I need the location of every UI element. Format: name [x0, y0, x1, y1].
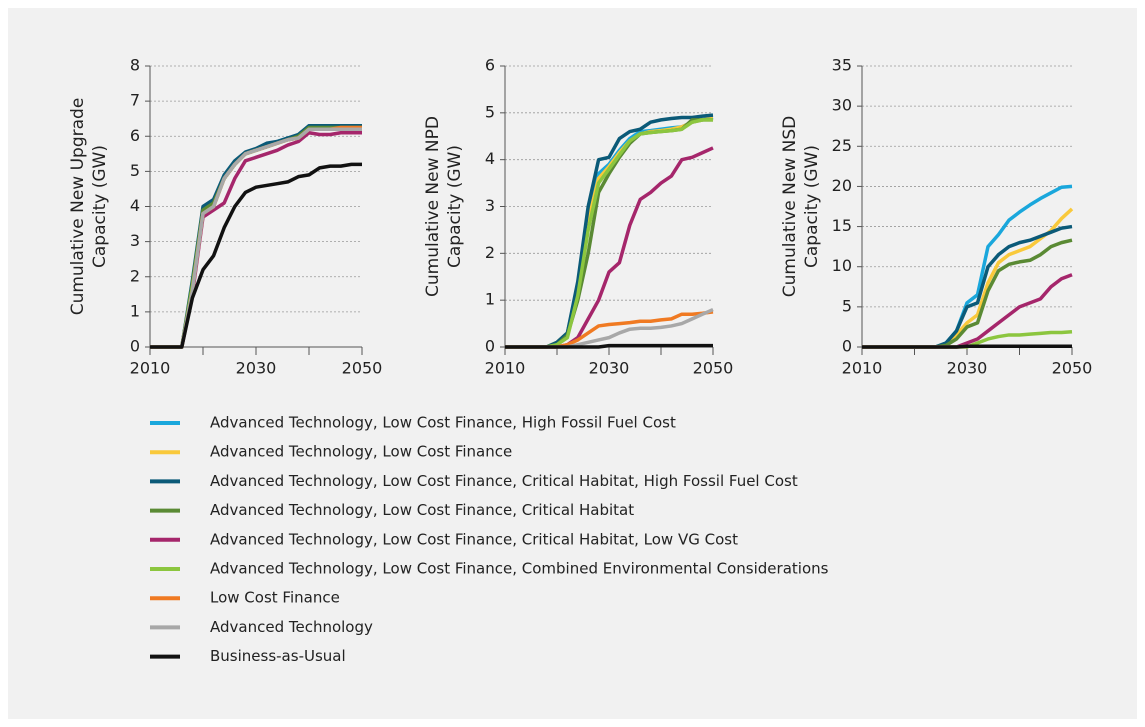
- y-tick-label: 2: [485, 243, 495, 262]
- y-tick-label: 1: [130, 301, 140, 320]
- y-tick-label: 30: [832, 96, 852, 115]
- legend-label: Advanced Technology, Low Cost Finance, H…: [210, 414, 676, 432]
- legend-label: Advanced Technology, Low Cost Finance, C…: [210, 501, 634, 519]
- legend-label: Low Cost Finance: [210, 589, 340, 607]
- legend-label: Business-as-Usual: [210, 647, 346, 665]
- y-axis-label: Capacity (GW): [90, 145, 110, 268]
- y-tick-label: 6: [485, 56, 495, 75]
- x-tick-label: 2010: [485, 359, 526, 378]
- y-tick-label: 25: [832, 136, 852, 155]
- y-tick-label: 20: [832, 176, 852, 195]
- y-tick-label: 10: [832, 256, 852, 275]
- y-tick-label: 3: [485, 196, 495, 215]
- y-tick-label: 0: [130, 337, 140, 356]
- y-tick-label: 15: [832, 216, 852, 235]
- x-tick-label: 2010: [130, 359, 171, 378]
- y-tick-label: 8: [130, 56, 140, 75]
- panel: [8, 8, 1137, 719]
- legend-label: Advanced Technology, Low Cost Finance, C…: [210, 560, 829, 578]
- x-tick-label: 2010: [842, 359, 883, 378]
- y-tick-label: 5: [485, 102, 495, 121]
- y-axis-label: Cumulative New Upgrade: [68, 98, 88, 316]
- x-tick-label: 2030: [236, 359, 277, 378]
- legend-label: Advanced Technology: [210, 618, 373, 636]
- series-line: [862, 344, 1072, 349]
- y-tick-label: 35: [832, 56, 852, 75]
- y-tick-label: 5: [130, 161, 140, 180]
- y-tick-label: 1: [485, 290, 495, 309]
- x-tick-label: 2050: [1052, 359, 1093, 378]
- legend-label: Advanced Technology, Low Cost Finance: [210, 443, 512, 461]
- y-axis-label: Cumulative New NPD: [423, 116, 443, 297]
- y-tick-label: 5: [842, 296, 852, 315]
- y-tick-label: 4: [485, 149, 495, 168]
- legend-label: Advanced Technology, Low Cost Finance, C…: [210, 530, 738, 548]
- y-axis-label: Capacity (GW): [802, 145, 822, 268]
- y-tick-label: 0: [485, 337, 495, 356]
- series-line: [505, 343, 713, 349]
- legend-label: Advanced Technology, Low Cost Finance, C…: [210, 472, 798, 490]
- y-tick-label: 2: [130, 266, 140, 285]
- x-tick-label: 2050: [693, 359, 734, 378]
- y-tick-label: 6: [130, 126, 140, 145]
- y-axis-label: Capacity (GW): [445, 145, 465, 268]
- y-tick-label: 7: [130, 91, 140, 110]
- y-tick-label: 3: [130, 231, 140, 250]
- x-tick-label: 2030: [589, 359, 630, 378]
- y-tick-label: 4: [130, 196, 140, 215]
- y-axis-label: Cumulative New NSD: [780, 116, 800, 298]
- x-tick-label: 2030: [947, 359, 988, 378]
- x-tick-label: 2050: [342, 359, 383, 378]
- series-line: [150, 162, 362, 349]
- y-tick-label: 0: [842, 337, 852, 356]
